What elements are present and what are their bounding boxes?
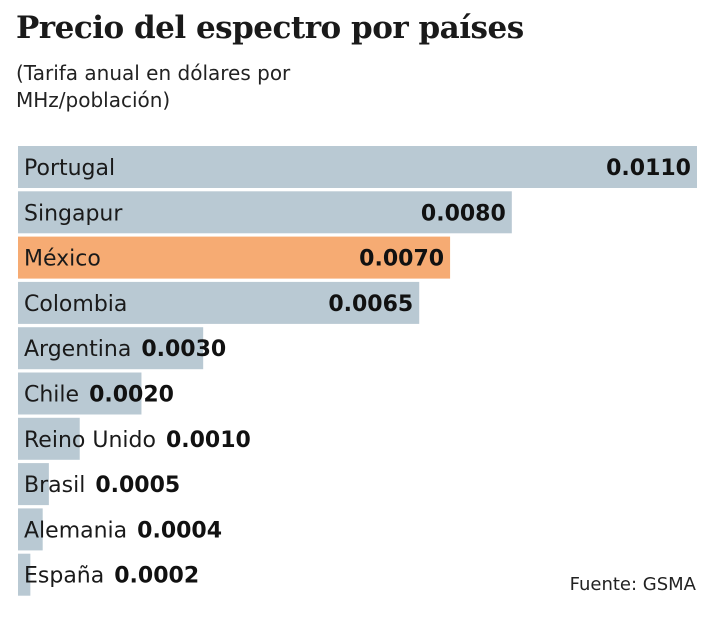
category-label: España: [24, 564, 104, 589]
bar-9: [18, 553, 31, 596]
value-label: 0.0005: [95, 473, 180, 498]
bar-2: [18, 236, 451, 279]
value-label: 0.0030: [141, 337, 226, 362]
value-label: 0.0070: [359, 247, 444, 272]
category-label: Alemania: [24, 518, 127, 543]
bar-0: [18, 146, 697, 188]
bar-7: [18, 463, 49, 506]
value-label: 0.0004: [137, 518, 222, 543]
category-label: Reino Unido: [24, 428, 156, 453]
category-label: Colombia: [24, 292, 127, 317]
value-label: 0.0020: [89, 383, 174, 408]
chart-subtitle: (Tarifa anual en dólares por MHz/poblaci…: [16, 61, 291, 112]
bar-6: [18, 417, 80, 460]
value-label: 0.0002: [114, 564, 199, 589]
category-label: Brasil: [24, 473, 85, 498]
category-label: Chile: [24, 383, 79, 408]
bar-8: [18, 508, 43, 551]
bar-1: [18, 191, 512, 234]
chart-title: Precio del espectro por países: [16, 10, 524, 46]
category-label: Singapur: [24, 201, 123, 226]
bar-3: [18, 281, 420, 324]
bar-4: [18, 327, 204, 370]
source-note: Fuente: GSMA: [569, 574, 696, 595]
value-label: 0.0065: [328, 292, 413, 317]
value-label: 0.0110: [606, 156, 691, 181]
category-label: Argentina: [24, 337, 131, 362]
category-label: Portugal: [24, 156, 115, 181]
category-label: México: [24, 247, 101, 272]
bar-5: [18, 372, 142, 415]
value-label: 0.0010: [166, 428, 251, 453]
value-label: 0.0080: [421, 201, 506, 226]
